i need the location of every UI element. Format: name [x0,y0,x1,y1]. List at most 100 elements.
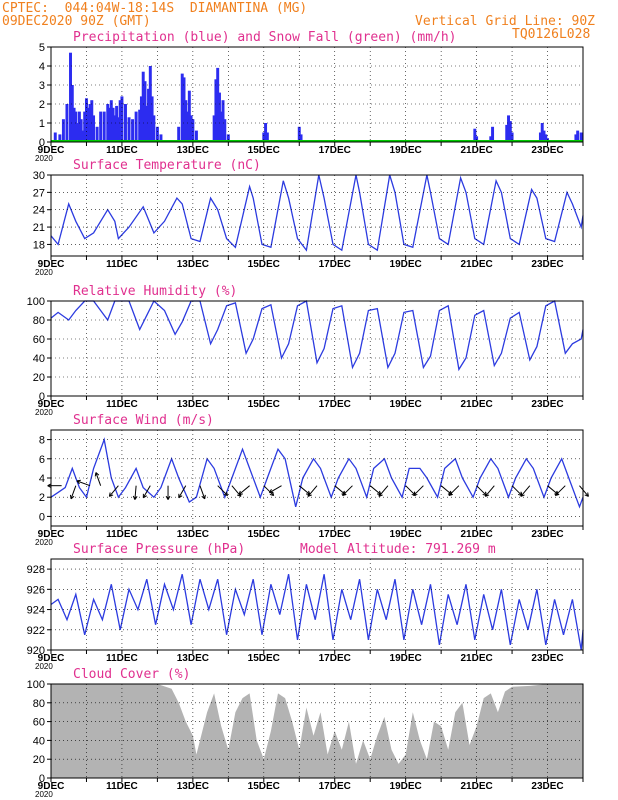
wind-arrow [378,485,389,497]
ytick-label: 926 [27,584,45,596]
precip-bar [116,117,120,142]
xtick-label: 11DEC [106,653,138,664]
precip-bar [491,126,495,142]
panel-frame [50,46,584,143]
precip-bar [187,90,191,142]
wind-arrow [440,485,453,496]
panel-title: Surface Pressure (hPa) [73,542,245,557]
precip-bar [131,119,135,142]
wind-arrow-head [448,491,453,497]
ytick-label: 5 [39,42,45,54]
xtick-label: 17DEC [319,259,351,270]
panel-frame [50,558,584,651]
precip-bar [186,111,190,142]
panel-5: 0 20 40 60 80 100 9DEC 11DEC 13DEC 15DEC 17DEC 19DE… [27,667,584,799]
wind-arrow-head [69,494,75,500]
precip-bar [90,100,94,142]
wind-arrow [217,485,228,496]
precip-bar [74,111,78,142]
header-grid-line: Vertical Grid Line: 90Z [415,14,596,29]
precip-bar [510,132,514,142]
wind-arrow [269,485,282,494]
ytick-label: 2 [39,492,45,504]
xtick-label: 11DEC [106,145,138,156]
wind-arrow-head [132,495,138,500]
panel-title: Surface Temperature (nC) [73,158,261,173]
xtick-label: 9DEC [38,399,65,410]
xtick-label: 21DEC [460,399,492,410]
xtick-label: 9DEC [38,259,65,270]
xtick-label: 17DEC [319,653,351,664]
precip-bar [88,104,92,142]
ytick-label: 1 [39,118,45,130]
xtick-label: 13DEC [177,529,209,540]
precip-bar [538,132,542,142]
precip-bar [115,105,119,142]
precip-bar [189,115,193,142]
panel-frame [50,683,584,779]
precip-bar [216,67,220,142]
precip-bar [84,98,88,142]
ytick-label: 80 [33,315,45,327]
xtick-label: 9DEC [38,781,65,792]
xtick-label: 13DEC [177,259,209,270]
precip-bar [145,105,149,142]
wind-arrow [307,485,318,497]
wind-arrow-head [584,492,589,497]
precip-bar [86,107,90,142]
ytick-label: 60 [33,717,45,729]
precip-bar [102,111,106,142]
wind-arrow [334,485,346,496]
header-station: CPTEC: 044:04W-18:14S DIAMANTINA (MG) [2,1,308,16]
xtick-label: 9DEC [38,653,65,664]
ytick-label: 100 [27,679,45,691]
xtick-label: 17DEC [319,781,351,792]
precip-bar [297,126,301,142]
precip-bar [139,96,143,142]
wind-arrow [484,485,495,497]
precip-bar [223,119,227,142]
wind-arrow-head [554,491,560,497]
precip-bar [264,123,268,142]
wind-arrow-head [268,489,274,494]
wind-arrow [70,485,77,500]
ytick-label: 60 [33,334,45,346]
xtick-label: 23DEC [531,529,563,540]
ytick-label: 24 [33,205,45,217]
precip-bar [147,88,151,142]
ytick-label: 0 [39,511,45,523]
xtick-label: 15DEC [248,781,280,792]
wind-arrow [342,485,353,496]
precip-bar [118,100,122,142]
ytick-label: 8 [39,435,45,447]
ytick-label: 928 [27,564,45,576]
xtick-label: 15DEC [248,399,280,410]
wind-arrow-head [108,492,114,497]
wind-arrow [476,485,487,496]
wind-arrow-head [94,472,100,477]
xtick-label: 15DEC [248,145,280,156]
xtick-label: 13DEC [177,653,209,664]
xtick-label: 13DEC [177,399,209,410]
precip-bar [184,100,188,142]
ytick-label: 0 [39,773,45,785]
xtick-label: 15DEC [248,653,280,664]
ytick-label: 4 [39,473,45,485]
precip-bar [109,100,113,142]
series-line [50,574,584,651]
precip-bar [148,66,152,142]
precip-bar [540,123,544,142]
precip-bar [473,128,477,142]
wind-arrow-head [238,490,243,496]
ytick-label: 3 [39,80,45,92]
xtick-label: 13DEC [177,781,209,792]
ytick-label: 0 [39,391,45,403]
xtick-label: 11DEC [106,399,138,410]
wind-arrow [579,485,589,497]
precip-bar [155,126,159,142]
precip-bar [217,92,221,142]
ytick-label: 27 [33,187,45,199]
panel-0: 0 1 2 3 4 5 9DEC 11DEC 13DEC 15DEC 17DEC 19DEC 21DEC… [35,30,584,163]
xtick-label: 19DEC [390,399,422,410]
wind-arrow [109,485,119,497]
